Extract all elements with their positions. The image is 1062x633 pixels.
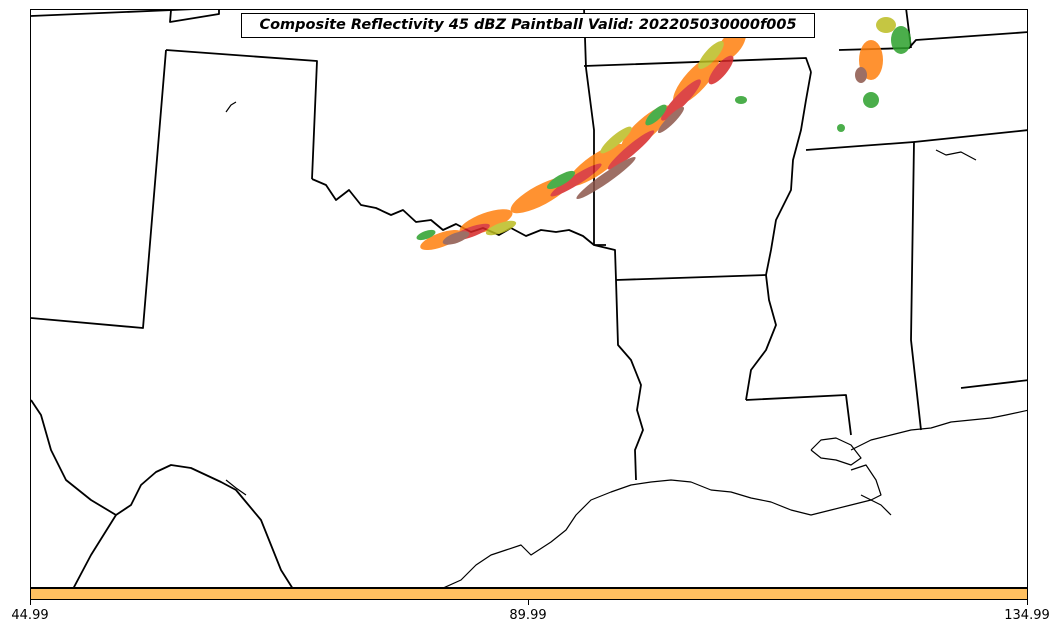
coast-line: [850, 464, 882, 501]
paintball-brown: [442, 67, 867, 245]
state-border: [31, 49, 167, 329]
state-border: [615, 279, 644, 481]
state-border: [745, 394, 852, 436]
colorbar-tick: [30, 600, 31, 605]
state-border: [615, 274, 767, 281]
colorbar-tick: [1027, 600, 1028, 605]
state-border: [169, 10, 220, 23]
coast-line: [810, 437, 862, 466]
colorbar-tick-label: 134.99: [1004, 608, 1050, 623]
state-border: [745, 71, 812, 401]
coastline: [225, 101, 1027, 587]
state-border: [805, 141, 922, 431]
state-border: [583, 57, 812, 73]
state-border: [311, 178, 606, 246]
state-border: [165, 49, 318, 180]
state-border: [73, 514, 117, 587]
reflectivity-paintball: [416, 17, 911, 250]
coast-line: [850, 409, 1027, 451]
state-border: [913, 129, 1027, 143]
map-canvas: [31, 10, 1027, 587]
state-border: [583, 10, 595, 245]
map-panel: [30, 9, 1028, 588]
coast-line: [443, 479, 892, 587]
coast-line: [935, 149, 977, 161]
paintball-orange: [420, 28, 883, 250]
colorbar-tick: [528, 600, 529, 605]
colorbar-tick-label: 44.99: [11, 608, 49, 623]
coast-line: [225, 479, 247, 496]
state-border: [593, 244, 617, 281]
state-border: [31, 10, 194, 17]
paintball-green: [416, 26, 911, 241]
colorbar-tick-label: 89.99: [509, 608, 547, 623]
state-border: [960, 379, 1027, 389]
coast-line: [225, 101, 237, 113]
paintball-olive: [485, 17, 896, 236]
state-borders: [31, 10, 1027, 587]
colorbar: [30, 588, 1028, 600]
map-title: Composite Reflectivity 45 dBZ Paintball …: [241, 13, 815, 38]
state-border: [31, 399, 293, 587]
